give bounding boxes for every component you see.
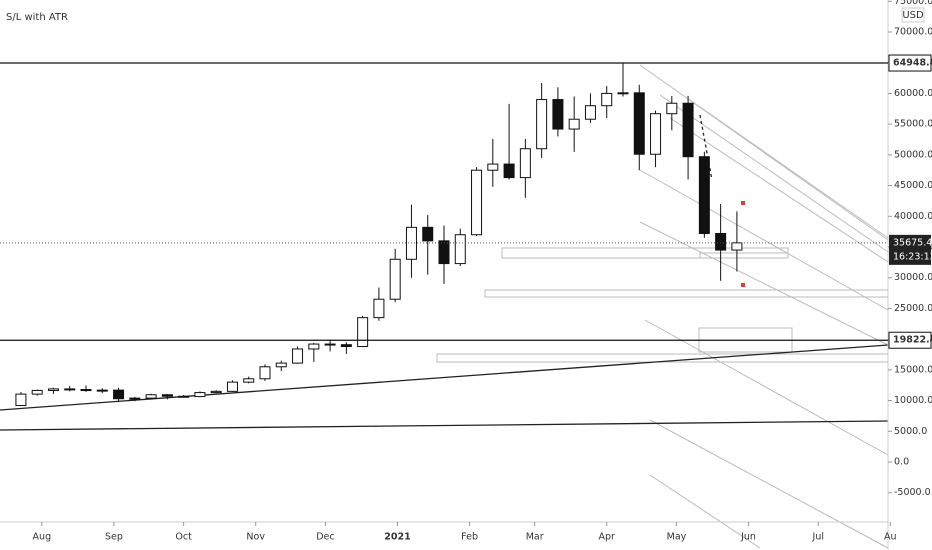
candle-body <box>145 394 157 399</box>
y-tick-label: 0.0 <box>894 457 909 468</box>
candle-body <box>357 317 369 348</box>
candle-body <box>96 389 108 392</box>
y-tick-label: 45000.0 <box>894 180 932 191</box>
trendlines <box>0 114 889 431</box>
y-tick-label: 50000.0 <box>894 149 932 160</box>
candle-body <box>568 118 580 130</box>
y-tick-label: 5000.0 <box>894 426 927 437</box>
currency: USD <box>902 10 924 21</box>
x-tick-label: Dec <box>316 532 334 543</box>
y-tick-label: 15000.0 <box>894 364 932 375</box>
level-label: 64948.4 <box>893 58 932 69</box>
x-tick-label: Apr <box>599 532 616 543</box>
candle-body <box>129 397 141 400</box>
x-tick-label: Aug <box>33 532 52 543</box>
candle-body <box>633 92 645 155</box>
candle-body <box>47 388 59 391</box>
x-tick-label: Nov <box>246 532 265 543</box>
candle-body <box>292 348 304 364</box>
candle-body <box>194 392 206 398</box>
y-tick-label: 60000.0 <box>894 88 932 99</box>
drawings <box>436 64 889 549</box>
candle-body <box>243 378 255 383</box>
x-tick-label: Sep <box>105 532 123 543</box>
candle-body <box>161 394 173 397</box>
candle-body <box>487 163 499 171</box>
chart-title: S/L with ATR <box>6 12 68 23</box>
candle-body <box>226 381 238 392</box>
y-tick-label: 40000.0 <box>894 211 932 222</box>
candle-body <box>503 163 515 179</box>
candle-body <box>698 156 710 234</box>
y-tick-label: 30000.0 <box>894 272 932 283</box>
x-tick-label: Au <box>884 532 897 543</box>
candle-body <box>601 92 613 107</box>
candle-body <box>731 242 743 251</box>
countdown: 16:23:13 <box>893 251 932 262</box>
y-tick-label: -5000.0 <box>894 487 931 498</box>
candle-body <box>15 393 27 406</box>
last-price-box <box>889 234 931 265</box>
x-tick-label: Jul <box>812 532 824 543</box>
candle-body <box>666 102 678 115</box>
last-price: 35675.4 <box>893 237 932 248</box>
candle-body <box>552 99 564 130</box>
x-tick-label: Oct <box>175 532 192 543</box>
candle-body <box>422 226 434 242</box>
candle-body <box>80 389 92 392</box>
candle-body <box>536 99 548 150</box>
y-tick-label: 70000.0 <box>894 26 932 37</box>
candle-body <box>210 390 222 394</box>
candle-body <box>259 366 271 380</box>
candle-body <box>650 113 662 155</box>
level-label-box <box>888 331 932 349</box>
candle-body <box>454 234 466 265</box>
candle-body <box>340 344 352 348</box>
currency-box <box>901 7 925 23</box>
candle-body <box>373 298 385 319</box>
level-label: 19822.4 <box>893 335 932 346</box>
x-tick-label: Feb <box>461 532 478 543</box>
y-tick-label: 25000.0 <box>894 303 932 314</box>
candle-body <box>682 102 694 158</box>
x-tick-label: Mar <box>526 532 544 543</box>
y-tick-label: 75000.0 <box>894 0 932 7</box>
level-label-box <box>888 54 932 72</box>
candle-body <box>275 362 287 368</box>
x-tick-label: May <box>667 532 687 543</box>
candle-body <box>308 343 320 350</box>
atr-markers <box>741 201 745 287</box>
candle-body <box>519 148 531 179</box>
candle-body <box>389 258 401 300</box>
candle-body <box>113 389 125 400</box>
candle-body <box>438 240 450 265</box>
candle-body <box>617 92 629 95</box>
x-tick-label: Jun <box>740 532 756 543</box>
candle-body <box>178 395 190 398</box>
candle-body <box>31 389 43 395</box>
candle-body <box>471 169 483 236</box>
candle-body <box>584 105 596 120</box>
candle-body <box>64 388 76 391</box>
x-tick-label: 2021 <box>384 532 410 543</box>
y-tick-label: 10000.0 <box>894 395 932 406</box>
candle-body <box>324 343 336 346</box>
candle-body <box>715 232 727 251</box>
y-tick-label: 55000.0 <box>894 119 932 130</box>
